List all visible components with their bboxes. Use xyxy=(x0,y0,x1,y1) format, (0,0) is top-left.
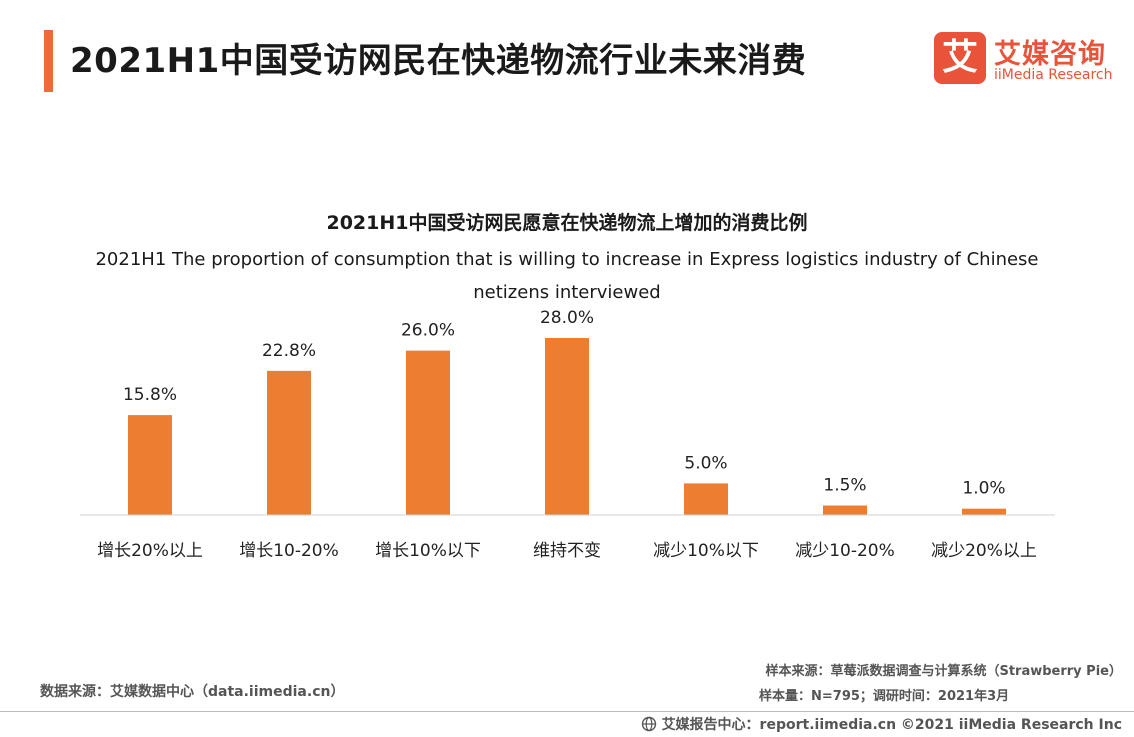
category-label-4: 减少10%以下 xyxy=(653,541,759,561)
sample-size-note: 样本量：N=795；调研时间：2021年3月 xyxy=(759,689,1010,704)
bar-0 xyxy=(128,415,172,515)
bar-3 xyxy=(545,338,589,515)
logo-mark-text: 艾 xyxy=(941,37,978,78)
bar-6 xyxy=(962,508,1006,515)
bar-1 xyxy=(267,370,311,515)
category-label-6: 减少20%以上 xyxy=(931,541,1037,561)
category-label-3: 维持不变 xyxy=(533,541,601,561)
bar-4 xyxy=(684,483,728,515)
category-label-2: 增长10%以下 xyxy=(375,541,481,561)
value-label-2: 26.0% xyxy=(401,321,455,341)
footer: 艾媒报告中心：report.iimedia.cn ©2021 iiMedia R… xyxy=(641,714,1122,734)
bar-2 xyxy=(406,350,450,515)
data-source-note: 数据来源：艾媒数据中心（data.iimedia.cn） xyxy=(40,684,345,700)
bar-5 xyxy=(823,505,867,515)
footer-text: 艾媒报告中心：report.iimedia.cn ©2021 iiMedia R… xyxy=(661,717,1122,733)
globe-icon xyxy=(641,716,656,732)
chart-title: 2021H1中国受访网民愿意在快递物流上增加的消费比例 xyxy=(326,212,808,234)
category-label-5: 减少10-20% xyxy=(795,541,895,561)
value-label-1: 22.8% xyxy=(262,341,316,361)
value-label-5: 1.5% xyxy=(823,476,866,496)
sample-source-note: 样本来源：草莓派数据调查与计算系统（Strawberry Pie） xyxy=(765,664,1122,679)
logo-name-cn: 艾媒咨询 xyxy=(994,39,1106,70)
brand-logo: 艾 艾媒咨询 iiMedia Research xyxy=(934,30,1114,86)
category-label-0: 增长20%以上 xyxy=(97,541,203,561)
logo-mark-icon: 艾 xyxy=(934,32,986,84)
category-label-1: 增长10-20% xyxy=(239,541,339,561)
value-label-6: 1.0% xyxy=(962,479,1005,499)
value-label-3: 28.0% xyxy=(540,308,594,328)
title-accent-bar xyxy=(44,30,53,92)
page-title: 2021H1中国受访网民在快递物流行业未来消费 xyxy=(70,41,807,81)
logo-name-en: iiMedia Research xyxy=(994,67,1113,83)
chart-subtitle: 2021H1 The proportion of consumption tha… xyxy=(95,249,1039,303)
footer-divider xyxy=(0,711,1134,712)
value-label-0: 15.8% xyxy=(123,385,177,405)
value-label-4: 5.0% xyxy=(684,453,727,473)
